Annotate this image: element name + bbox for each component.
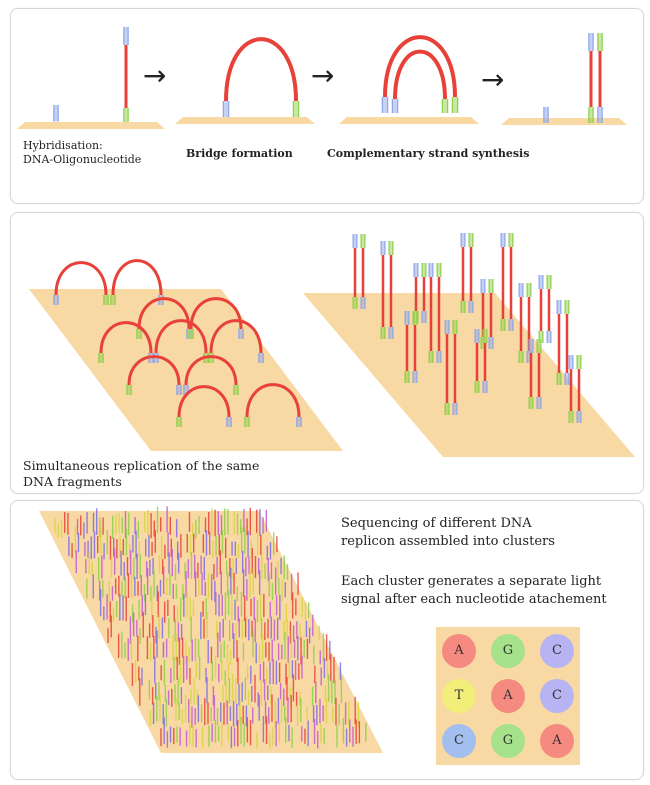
signal-dot: C bbox=[442, 724, 476, 758]
signal-dot: G bbox=[491, 634, 525, 668]
signal-dot: T bbox=[442, 679, 476, 713]
step-arrow: → bbox=[143, 59, 166, 92]
dna-bridges bbox=[53, 259, 302, 427]
bridge-amplification-steps-panel: → → → Hybridisation: DNA-Oligonucleotide… bbox=[10, 8, 644, 204]
dna-bridge bbox=[127, 355, 181, 386]
dna-strands bbox=[53, 27, 603, 123]
dna-bridge bbox=[177, 385, 231, 418]
signal-grid: A G C T A C C G A bbox=[436, 627, 580, 765]
simultaneous-replication-panel: Simultaneous replication of the same DNA… bbox=[10, 212, 644, 494]
dna-strands bbox=[352, 233, 582, 423]
dna-bridge bbox=[383, 35, 457, 98]
step-arrow: → bbox=[481, 63, 504, 96]
step-arrow: → bbox=[311, 59, 334, 92]
light-signal-caption: Each cluster generates a separate light bbox=[341, 574, 602, 589]
dna-bridge bbox=[189, 297, 243, 330]
signal-dot: C bbox=[540, 679, 574, 713]
step-label-hybridisation-sub: DNA-Oligonucleotide bbox=[23, 153, 142, 166]
signal-dot: A bbox=[442, 634, 476, 668]
dna-bridge bbox=[137, 297, 191, 330]
dna-bridge bbox=[224, 37, 298, 102]
cluster-flowcell-illustration bbox=[39, 506, 383, 753]
signal-dot: C bbox=[540, 634, 574, 668]
step-label-bridge-formation: Bridge formation bbox=[186, 147, 293, 160]
flowcell-surface bbox=[339, 117, 479, 124]
dna-bridge bbox=[54, 261, 108, 296]
replication-illustration bbox=[29, 233, 635, 457]
step-label-complementary-synthesis: Complementary strand synthesis bbox=[327, 147, 530, 160]
dna-bridge bbox=[209, 319, 263, 354]
dna-bridge bbox=[184, 355, 238, 386]
flowcell-surface bbox=[501, 118, 627, 125]
replication-caption-line2: DNA fragments bbox=[23, 474, 122, 489]
dna-bridge bbox=[99, 321, 153, 354]
flowcell-surface bbox=[175, 117, 315, 124]
flowcell-surface bbox=[303, 293, 635, 457]
dna-bridge bbox=[393, 49, 447, 100]
step-label-hybridisation: Hybridisation: bbox=[23, 139, 103, 152]
dna-clusters bbox=[54, 506, 367, 749]
signal-dot: G bbox=[491, 724, 525, 758]
sequencing-caption: Sequencing of different DNA bbox=[341, 516, 532, 531]
sequencing-caption-line2: replicon assembled into clusters bbox=[341, 534, 555, 549]
dna-bridge bbox=[111, 259, 163, 296]
light-signal-caption-line2: signal after each nucleotide atachement bbox=[341, 592, 607, 607]
dna-bridge bbox=[154, 319, 208, 354]
signal-dot: A bbox=[491, 679, 525, 713]
cluster-sequencing-panel: Sequencing of different DNA replicon ass… bbox=[10, 500, 644, 780]
bridge-amplification-illustration: → → → bbox=[17, 27, 627, 129]
replication-caption: Simultaneous replication of the same bbox=[23, 458, 260, 473]
signal-dot: A bbox=[540, 724, 574, 758]
flowcell-surface bbox=[17, 122, 165, 129]
dna-bridge bbox=[245, 383, 301, 418]
